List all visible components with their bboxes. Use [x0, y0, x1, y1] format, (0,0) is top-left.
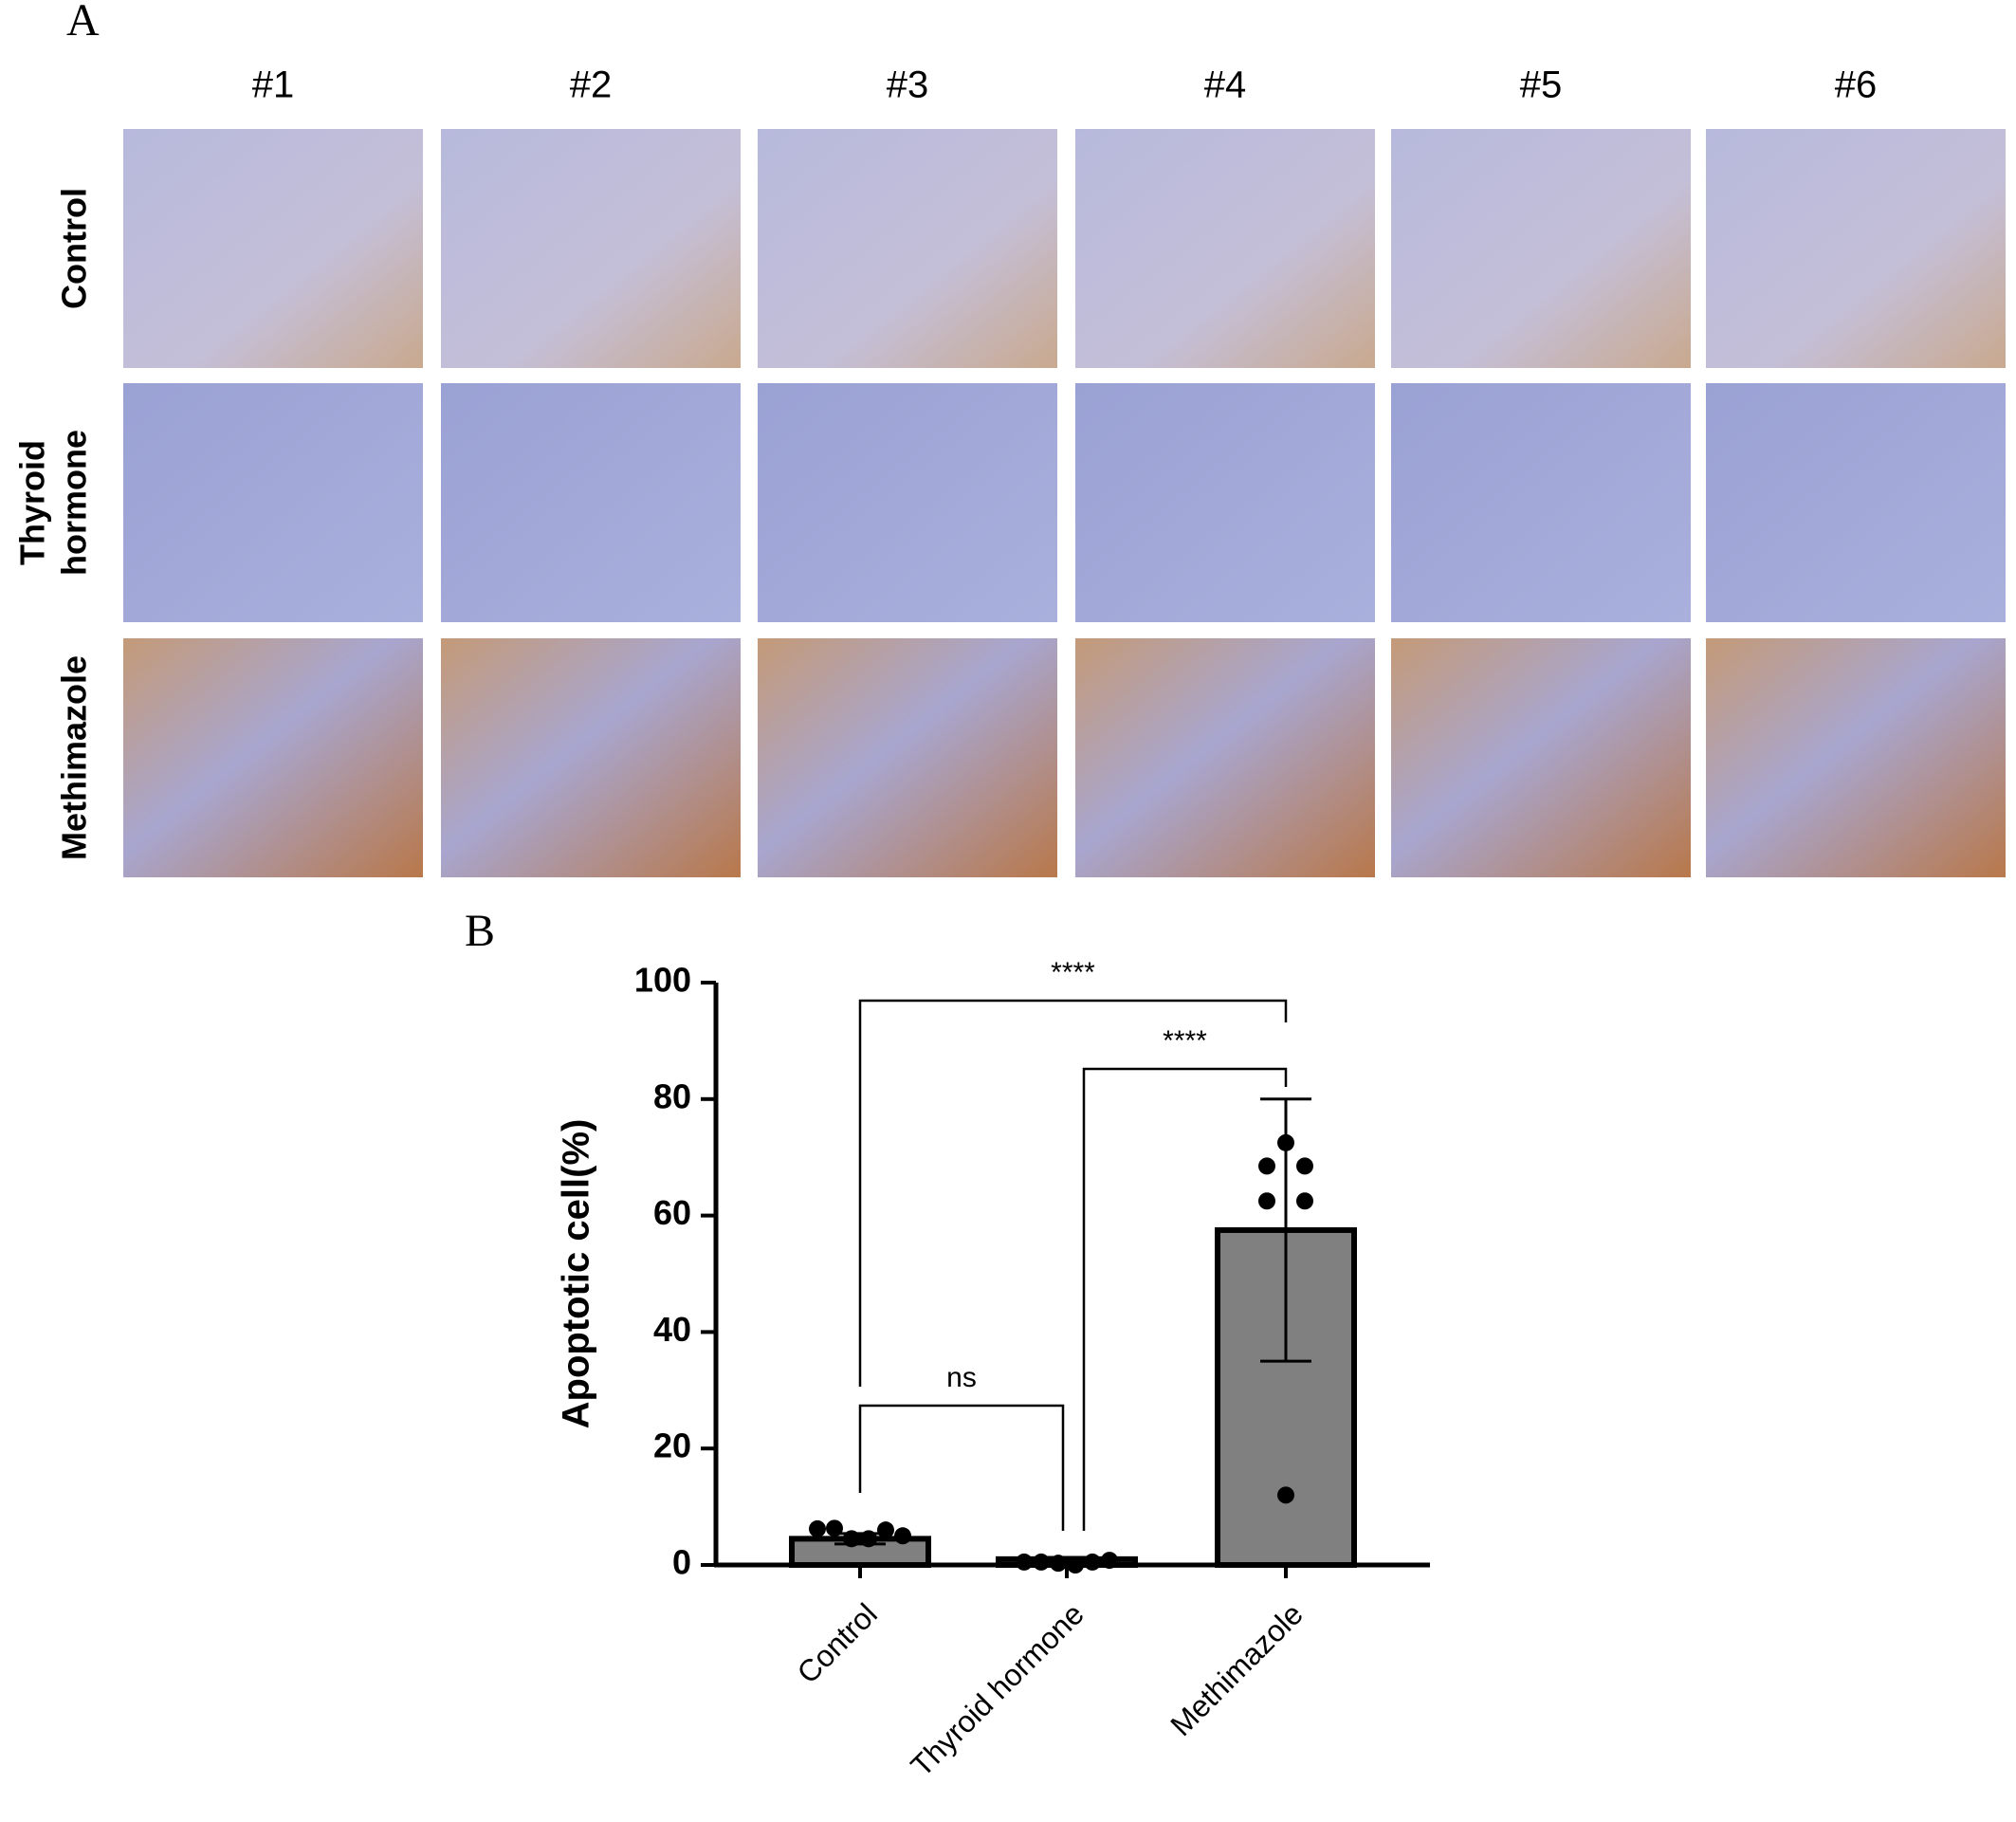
micrograph — [1391, 129, 1691, 368]
data-point — [1277, 1486, 1294, 1504]
micrograph — [123, 638, 423, 877]
x-tick-label: Control — [791, 1596, 884, 1689]
micrograph — [441, 383, 741, 622]
panel-label: B — [465, 906, 495, 956]
significance-label: ns — [946, 1362, 977, 1393]
row-label: Methimazole — [55, 655, 94, 860]
micrograph — [123, 383, 423, 622]
row-label: hormone — [55, 430, 94, 576]
panel-label: A — [66, 0, 100, 46]
micrograph — [123, 129, 423, 368]
x-tick-label: Thyroid hormone — [904, 1596, 1090, 1782]
micrograph — [758, 638, 1057, 877]
micrograph — [1391, 638, 1691, 877]
data-point — [877, 1521, 894, 1539]
significance-label: **** — [1163, 1025, 1207, 1057]
data-point — [826, 1519, 843, 1537]
significance-bracket — [858, 1404, 1065, 1531]
micrograph — [1075, 638, 1375, 877]
data-point — [1296, 1157, 1313, 1175]
data-point — [1296, 1192, 1313, 1210]
image-grid — [123, 129, 2006, 877]
x-tick-label: Methimazole — [1164, 1596, 1310, 1742]
significance-bracket — [1082, 1067, 1288, 1531]
data-point — [809, 1519, 826, 1537]
column-header: #5 — [1520, 64, 1563, 106]
y-tick-label: 80 — [653, 1077, 691, 1115]
data-point — [1258, 1157, 1275, 1175]
y-tick-label: 60 — [653, 1193, 691, 1232]
y-axis-title: Apoptotic cell(%) — [556, 1119, 597, 1429]
y-tick-label: 40 — [653, 1310, 691, 1349]
significance-bracket — [858, 999, 1288, 1387]
micrograph — [1075, 383, 1375, 622]
column-header: #6 — [1835, 64, 1878, 106]
data-point — [1084, 1553, 1101, 1571]
y-tick-label: 0 — [672, 1543, 691, 1582]
column-header: #3 — [887, 64, 929, 106]
micrograph — [1391, 383, 1691, 622]
micrograph — [1706, 383, 2006, 622]
data-point — [894, 1527, 911, 1545]
micrograph — [441, 638, 741, 877]
column-header: #1 — [252, 64, 295, 106]
data-point — [860, 1530, 877, 1548]
data-point — [1016, 1553, 1033, 1571]
row-label: Control — [55, 188, 94, 309]
data-point — [1033, 1553, 1050, 1571]
micrograph — [1706, 129, 2006, 368]
data-point — [843, 1530, 860, 1548]
y-tick-label: 100 — [634, 961, 691, 1000]
column-header: #2 — [570, 64, 613, 106]
micrograph — [1075, 129, 1375, 368]
micrograph — [758, 383, 1057, 622]
micrograph — [758, 129, 1057, 368]
data-point — [1277, 1133, 1294, 1151]
row-label: Thyroid — [13, 440, 52, 565]
data-point — [1258, 1192, 1275, 1210]
micrograph — [1706, 638, 2006, 877]
column-header: #4 — [1204, 64, 1247, 106]
significance-label: **** — [1051, 957, 1095, 988]
micrograph — [441, 129, 741, 368]
y-tick-label: 20 — [653, 1426, 691, 1465]
error-bar — [1041, 1555, 1092, 1563]
